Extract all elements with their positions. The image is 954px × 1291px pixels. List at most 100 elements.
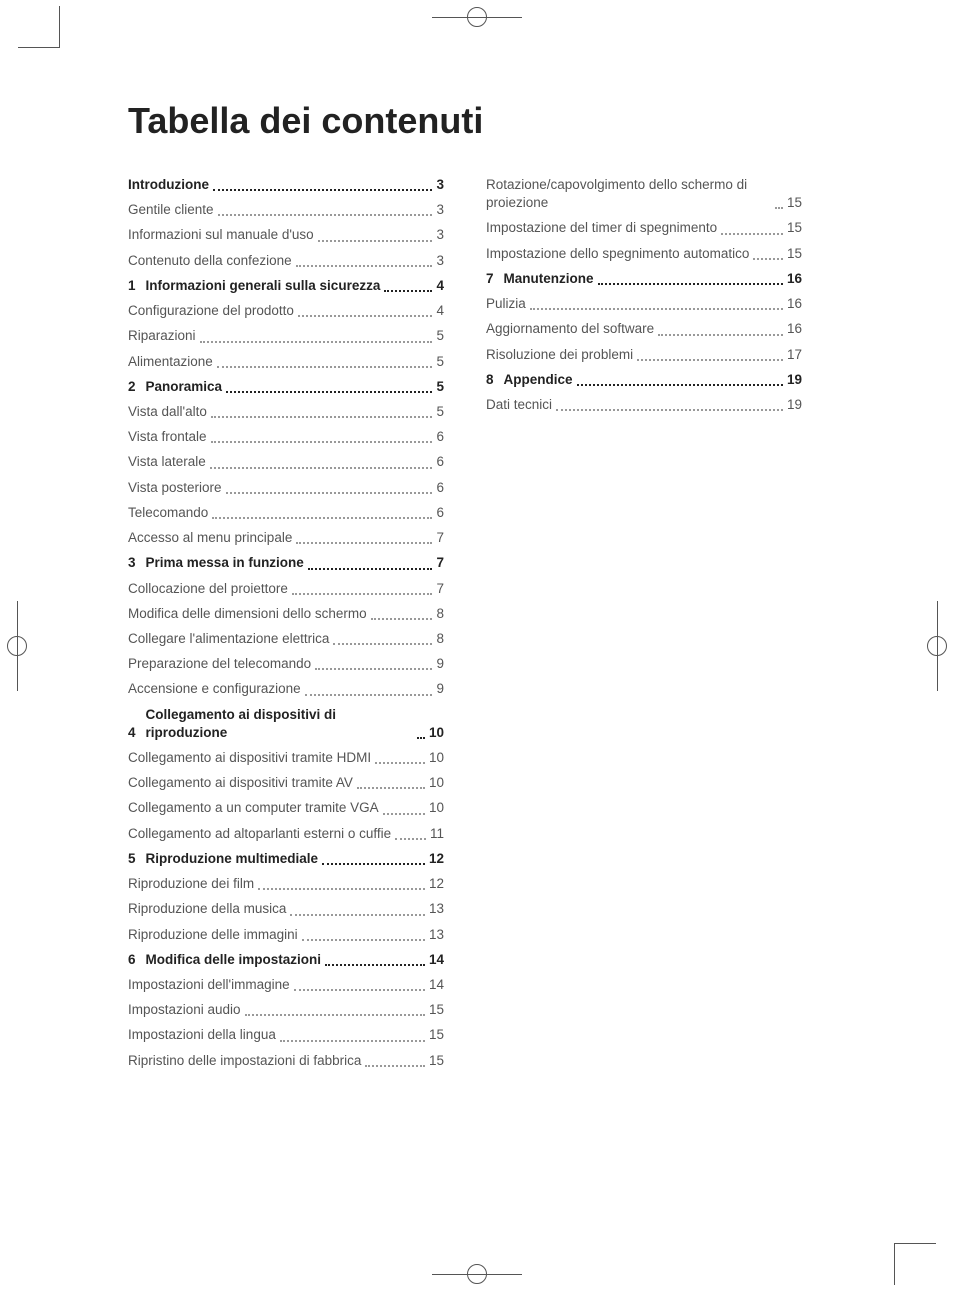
toc-line: Modifica delle dimensioni dello schermo 8: [128, 605, 444, 623]
toc-page-number: 15: [787, 219, 802, 237]
toc-leader-dots: [245, 1014, 425, 1016]
toc-line: 2Panoramica5: [128, 378, 444, 396]
toc-line: Vista frontale 6: [128, 428, 444, 446]
toc-entry-text: Vista frontale: [128, 428, 207, 446]
toc-entry-text: Accesso al menu principale: [128, 529, 292, 547]
toc-page-number: 7: [436, 554, 444, 572]
page-content: Tabella dei contenuti Introduzione3Genti…: [0, 0, 954, 1137]
toc-entry-text: Collegamento ad altoparlanti esterni o c…: [128, 825, 391, 843]
toc-entry-text: Rotazione/capovolgimento dello schermo d…: [486, 176, 771, 212]
toc-line: Preparazione del telecomando 9: [128, 655, 444, 673]
toc-leader-dots: [226, 391, 432, 393]
toc-page-number: 8: [436, 605, 444, 623]
toc-leader-dots: [395, 838, 426, 840]
toc-page-number: 13: [429, 926, 444, 944]
crop-mark-br: [894, 1243, 936, 1285]
crop-mark-bottom-center: [432, 1263, 522, 1285]
toc-line: Riproduzione dei film12: [128, 875, 444, 893]
toc-page-number: 15: [787, 194, 802, 212]
toc-entry-text: Collegamento a un computer tramite VGA: [128, 799, 379, 817]
toc-page-number: 9: [436, 680, 444, 698]
toc-entry-text: Impostazioni dell'immagine: [128, 976, 290, 994]
toc-entry-text: Gentile cliente: [128, 201, 214, 219]
toc-line: Gentile cliente3: [128, 201, 444, 219]
toc-entry-text: Telecomando: [128, 504, 208, 522]
toc-page-number: 5: [436, 403, 444, 421]
toc-line: Riparazioni5: [128, 327, 444, 345]
toc-page-number: 10: [429, 724, 444, 742]
toc-leader-dots: [212, 517, 432, 519]
toc-page-number: 4: [436, 277, 444, 295]
toc-line: Collegamento ai dispositivi tramite AV 10: [128, 774, 444, 792]
toc-entry-text: Prima messa in funzione: [146, 554, 304, 572]
toc-leader-dots: [200, 341, 433, 343]
toc-line: Configurazione del prodotto4: [128, 302, 444, 320]
toc-page-number: 7: [436, 529, 444, 547]
toc-entry-text: Preparazione del telecomando: [128, 655, 311, 673]
toc-entry-text: Collegamento ai dispositivi tramite AV: [128, 774, 353, 792]
toc-leader-dots: [280, 1040, 425, 1042]
toc-leader-dots: [322, 863, 425, 865]
toc-leader-dots: [637, 359, 783, 361]
toc-line: 7Manutenzione16: [486, 270, 802, 288]
toc-page-number: 14: [429, 951, 444, 969]
toc-page-number: 5: [436, 353, 444, 371]
toc-page-number: 10: [429, 774, 444, 792]
toc-entry-text: Alimentazione: [128, 353, 213, 371]
toc-page-number: 16: [787, 295, 802, 313]
toc-leader-dots: [530, 308, 783, 310]
toc-section-number: 2: [128, 378, 146, 396]
toc-page-number: 12: [429, 875, 444, 893]
toc-entry-text: Riproduzione multimediale: [146, 850, 319, 868]
toc-leader-dots: [315, 668, 432, 670]
toc-leader-dots: [375, 762, 425, 764]
toc-entry-text: Aggiornamento del software: [486, 320, 654, 338]
toc-line: 1Informazioni generali sulla sicurezza4: [128, 277, 444, 295]
toc-line: Impostazione dello spegnimento automatic…: [486, 245, 802, 263]
toc-section-number: 6: [128, 951, 146, 969]
toc-leader-dots: [365, 1065, 425, 1067]
toc-leader-dots: [357, 787, 425, 789]
toc-line: Impostazioni dell'immagine 14: [128, 976, 444, 994]
toc-section-number: 5: [128, 850, 146, 868]
toc-section-number: 8: [486, 371, 504, 389]
toc-page-number: 10: [429, 749, 444, 767]
toc-leader-dots: [210, 467, 433, 469]
toc-entry-text: Modifica delle dimensioni dello schermo: [128, 605, 367, 623]
toc-page-number: 6: [436, 428, 444, 446]
toc-page-number: 4: [436, 302, 444, 320]
toc-leader-dots: [383, 813, 425, 815]
toc-line: 4Collegamento ai dispositivi di riproduz…: [128, 706, 444, 742]
toc-line: Collegare l'alimentazione elettrica8: [128, 630, 444, 648]
toc-page-number: 10: [429, 799, 444, 817]
toc-line: Vista dall'alto5: [128, 403, 444, 421]
toc-line: Dati tecnici19: [486, 396, 802, 414]
toc-entry-text: Ripristino delle impostazioni di fabbric…: [128, 1052, 361, 1070]
toc-leader-dots: [417, 737, 425, 739]
toc-page-number: 12: [429, 850, 444, 868]
toc-line: Collocazione del proiettore 7: [128, 580, 444, 598]
toc-line: Pulizia16: [486, 295, 802, 313]
toc-columns: Introduzione3Gentile cliente3Informazion…: [128, 176, 862, 1077]
toc-leader-dots: [658, 334, 783, 336]
crop-mark-tl: [18, 6, 60, 48]
toc-page-number: 8: [436, 630, 444, 648]
toc-page-number: 7: [436, 580, 444, 598]
toc-page-number: 15: [429, 1001, 444, 1019]
toc-page-number: 9: [436, 655, 444, 673]
toc-entry-text: Collegamento ai dispositivi di riproduzi…: [146, 706, 413, 742]
toc-line: 5Riproduzione multimediale 12: [128, 850, 444, 868]
toc-leader-dots: [296, 542, 432, 544]
toc-entry-text: Vista posteriore: [128, 479, 222, 497]
toc-entry-text: Impostazioni della lingua: [128, 1026, 276, 1044]
toc-line: Collegamento a un computer tramite VGA 10: [128, 799, 444, 817]
document-page: Tabella dei contenuti Introduzione3Genti…: [0, 0, 954, 1291]
toc-page-number: 6: [436, 479, 444, 497]
toc-page-number: 14: [429, 976, 444, 994]
toc-page-number: 3: [436, 176, 444, 194]
toc-line: Aggiornamento del software16: [486, 320, 802, 338]
toc-entry-text: Collocazione del proiettore: [128, 580, 288, 598]
toc-leader-dots: [213, 189, 432, 191]
toc-page-number: 5: [436, 378, 444, 396]
toc-line: Telecomando6: [128, 504, 444, 522]
